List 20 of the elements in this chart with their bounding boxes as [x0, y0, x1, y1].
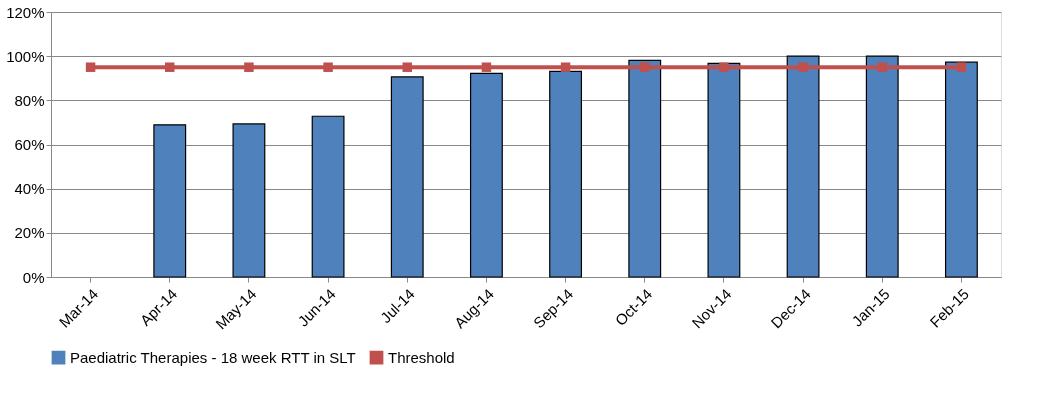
bar: [786, 55, 820, 278]
bar: [628, 59, 662, 278]
bar: [469, 72, 503, 278]
bar: [865, 55, 899, 278]
y-tick-label: 80%: [14, 91, 45, 109]
bar: [944, 61, 978, 278]
y-tick-label: 20%: [14, 224, 45, 242]
y-tick-label: 100%: [6, 47, 45, 65]
y-tick-label: 120%: [6, 3, 45, 21]
y-tick-label: 60%: [14, 136, 45, 153]
bar: [153, 124, 187, 278]
bar: [390, 76, 424, 278]
y-tick-label: 40%: [14, 180, 45, 198]
legend-label: Threshold: [388, 348, 455, 366]
bar: [311, 115, 345, 278]
bar: [707, 62, 741, 278]
bar: [232, 123, 266, 278]
y-tick-label: 0%: [22, 268, 45, 286]
legend-label: Paediatric Therapies - 18 week RTT in SLT: [70, 348, 356, 366]
bar: [549, 70, 583, 278]
